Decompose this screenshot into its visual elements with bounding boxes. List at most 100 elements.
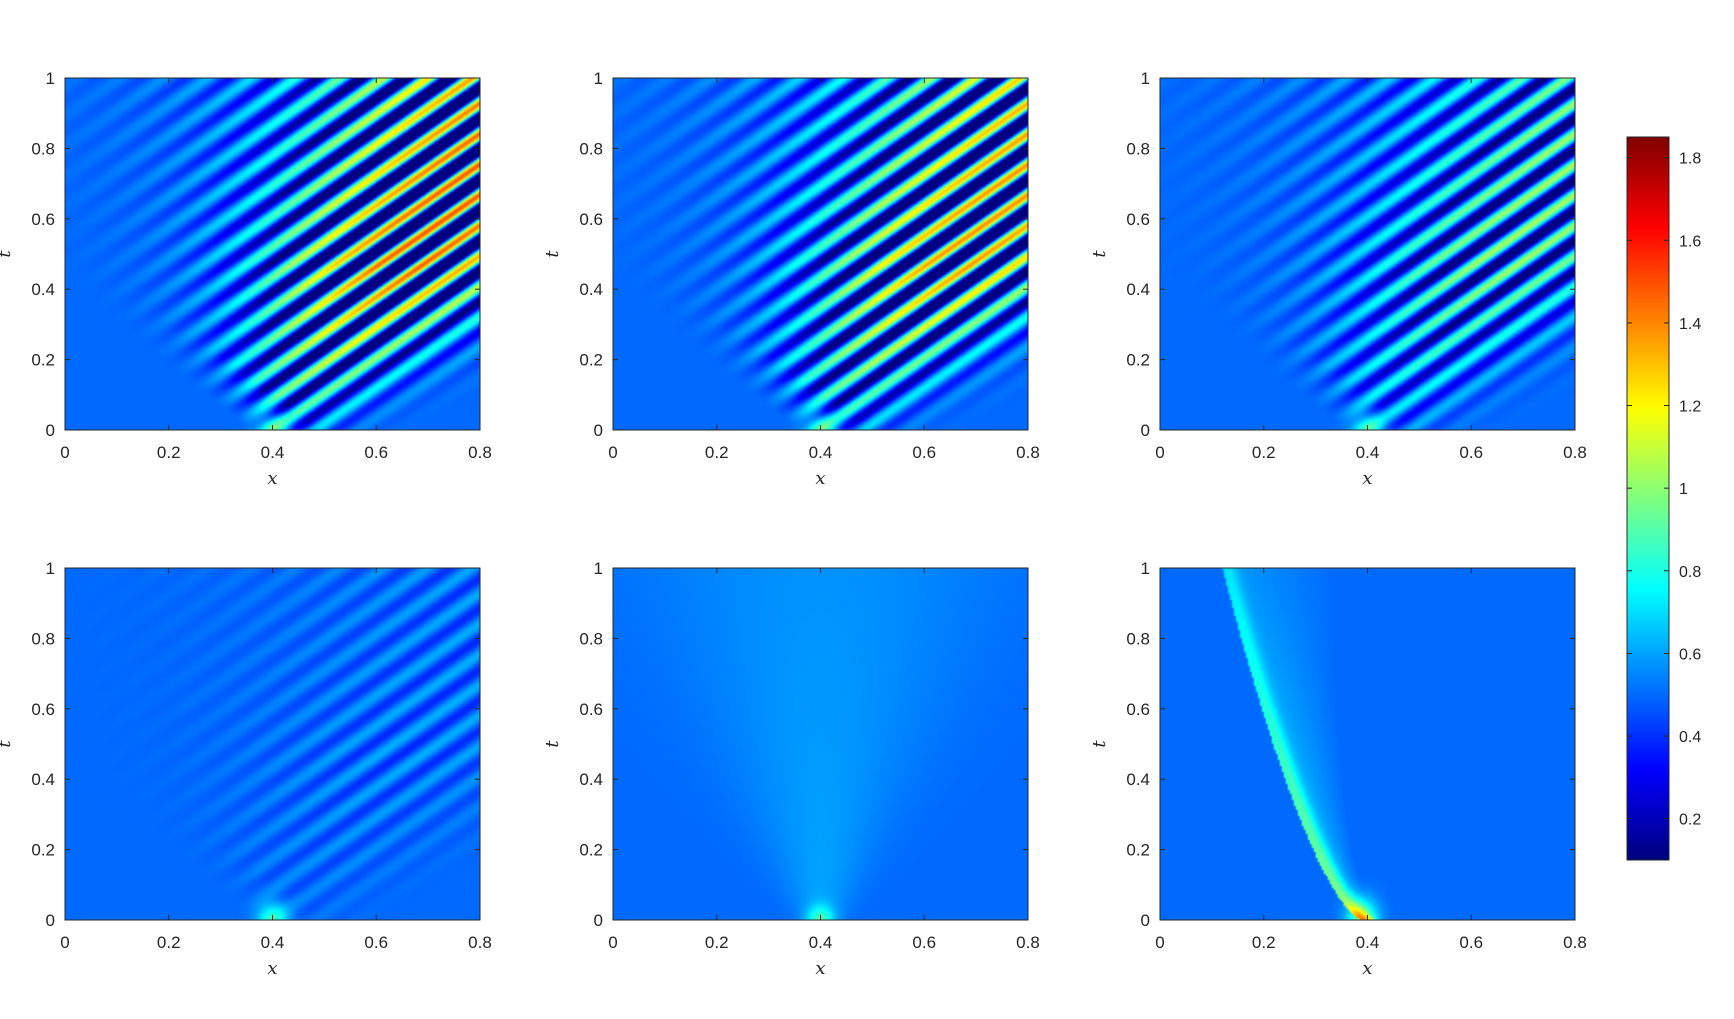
x-tick-label: 0.8 xyxy=(1016,933,1040,952)
x-axis-label: x xyxy=(1362,958,1372,979)
heatmap-image xyxy=(65,568,480,920)
y-tick-label: 0.4 xyxy=(31,280,55,299)
x-tick-label: 0.6 xyxy=(364,443,388,462)
heatmap-image xyxy=(613,78,1028,430)
x-tick-label: 0.4 xyxy=(809,933,833,952)
colorbar-tick-label: 1.6 xyxy=(1679,233,1701,250)
x-axis-label: x xyxy=(815,958,825,979)
colorbar-tick-label: 0.2 xyxy=(1679,812,1701,829)
y-tick-label: 0 xyxy=(46,911,55,930)
y-tick-label: 0.6 xyxy=(1126,700,1150,719)
y-tick-label: 0.4 xyxy=(1126,280,1150,299)
panel-row2-col3: 0 0.2 0.4 0.6 0.8 0 0.2 0.4 0.6 0.8 1 x t xyxy=(1089,559,1587,979)
x-tick-label: 0.2 xyxy=(1252,443,1276,462)
panel-row1-col2: 0 0.2 0.4 0.6 0.8 0 0.2 0.4 0.6 0.8 1 x t xyxy=(542,69,1040,489)
y-tick-label: 0.6 xyxy=(31,210,55,229)
colorbar-tick-label: 1.8 xyxy=(1679,151,1701,168)
y-axis-label: t xyxy=(1089,740,1110,748)
panel-row2-col1: 0 0.2 0.4 0.6 0.8 0 0.2 0.4 0.6 0.8 1 x t xyxy=(0,559,492,979)
y-tick-label: 0.4 xyxy=(31,770,55,789)
y-tick-label: 0.4 xyxy=(1126,770,1150,789)
colorbar-tick-label: 1.4 xyxy=(1679,316,1701,333)
y-tick-label: 0.6 xyxy=(579,210,603,229)
y-tick-label: 0.8 xyxy=(1126,629,1150,648)
y-tick-label: 0.8 xyxy=(31,629,55,648)
y-tick-label: 0 xyxy=(1141,911,1150,930)
y-axis-label: t xyxy=(0,740,15,748)
x-tick-label: 0.6 xyxy=(1459,933,1483,952)
x-tick-label: 0 xyxy=(608,933,617,952)
x-tick-label: 0.6 xyxy=(1459,443,1483,462)
y-tick-label: 0 xyxy=(1141,421,1150,440)
colorbar-gradient xyxy=(1627,137,1669,860)
x-tick-label: 0 xyxy=(60,443,69,462)
y-tick-label: 1 xyxy=(1141,69,1150,88)
y-tick-label: 0.6 xyxy=(579,700,603,719)
x-tick-label: 0.2 xyxy=(157,933,181,952)
x-axis-label: x xyxy=(267,468,277,489)
x-tick-label: 0 xyxy=(1155,443,1164,462)
y-axis-label: t xyxy=(542,250,563,258)
y-tick-label: 1 xyxy=(46,559,55,578)
x-axis-label: x xyxy=(1362,468,1372,489)
y-tick-label: 1 xyxy=(594,559,603,578)
colorbar: 1.8 1.6 1.4 1.2 1 0.8 0.6 0.4 0.2 xyxy=(1626,136,1701,861)
panel-row1-col3: 0 0.2 0.4 0.6 0.8 0 0.2 0.4 0.6 0.8 1 x t xyxy=(1089,69,1587,489)
y-tick-label: 0.2 xyxy=(579,351,603,370)
x-tick-label: 0.2 xyxy=(705,933,729,952)
x-tick-label: 0.6 xyxy=(912,443,936,462)
y-tick-label: 0.8 xyxy=(1126,139,1150,158)
panel-row2-col2: 0 0.2 0.4 0.6 0.8 0 0.2 0.4 0.6 0.8 1 x t xyxy=(542,559,1040,979)
x-tick-label: 0.4 xyxy=(809,443,833,462)
x-tick-label: 0.6 xyxy=(364,933,388,952)
colorbar-tick-label: 1.2 xyxy=(1679,399,1701,416)
y-tick-label: 0.2 xyxy=(31,841,55,860)
y-tick-label: 1 xyxy=(46,69,55,88)
y-tick-label: 0.2 xyxy=(1126,351,1150,370)
colorbar-tick-label: 1 xyxy=(1679,481,1688,498)
y-tick-label: 0.2 xyxy=(579,841,603,860)
x-tick-label: 0.6 xyxy=(912,933,936,952)
y-tick-label: 0.4 xyxy=(579,280,603,299)
y-tick-label: 0.6 xyxy=(31,700,55,719)
x-tick-label: 0.8 xyxy=(468,443,492,462)
x-tick-label: 0 xyxy=(60,933,69,952)
y-tick-label: 0.2 xyxy=(31,351,55,370)
y-tick-label: 0.8 xyxy=(579,629,603,648)
y-axis-label: t xyxy=(542,740,563,748)
panels: 00.20.40.60.800.20.40.60.81xt00.20.40.60… xyxy=(0,69,1587,979)
x-tick-label: 0.4 xyxy=(1356,933,1380,952)
y-tick-label: 1 xyxy=(1141,559,1150,578)
y-tick-label: 0 xyxy=(594,911,603,930)
y-tick-label: 0.8 xyxy=(579,139,603,158)
colorbar-tick-label: 0.4 xyxy=(1679,729,1701,746)
colorbar-frame xyxy=(1626,136,1670,861)
x-tick-label: 0.2 xyxy=(705,443,729,462)
x-tick-label: 0.8 xyxy=(1016,443,1040,462)
y-axis-label: t xyxy=(0,250,15,258)
x-tick-label: 0 xyxy=(608,443,617,462)
heatmap-image xyxy=(65,78,480,430)
x-tick-label: 0 xyxy=(1155,933,1164,952)
y-tick-label: 1 xyxy=(594,69,603,88)
x-axis-label: x xyxy=(815,468,825,489)
colorbar-tick-label: 0.8 xyxy=(1679,564,1701,581)
heatmap-image xyxy=(1160,568,1575,920)
y-tick-label: 0.8 xyxy=(31,139,55,158)
colorbar-tick-label: 0.6 xyxy=(1679,646,1701,663)
heatmap-image xyxy=(613,568,1028,920)
y-tick-label: 0 xyxy=(46,421,55,440)
x-tick-label: 0.4 xyxy=(261,933,285,952)
x-tick-label: 0.2 xyxy=(157,443,181,462)
x-tick-label: 0.2 xyxy=(1252,933,1276,952)
panel-row1-col1: 0 0.2 0.4 0.6 0.8 0 0.2 0.4 0.6 0.8 1 x t xyxy=(0,69,492,489)
heatmap-image xyxy=(1160,78,1575,430)
x-tick-label: 0.4 xyxy=(1356,443,1380,462)
x-tick-label: 0.8 xyxy=(1563,443,1587,462)
y-tick-label: 0.4 xyxy=(579,770,603,789)
x-tick-label: 0.8 xyxy=(468,933,492,952)
y-tick-label: 0.2 xyxy=(1126,841,1150,860)
y-tick-label: 0.6 xyxy=(1126,210,1150,229)
x-axis-label: x xyxy=(267,958,277,979)
